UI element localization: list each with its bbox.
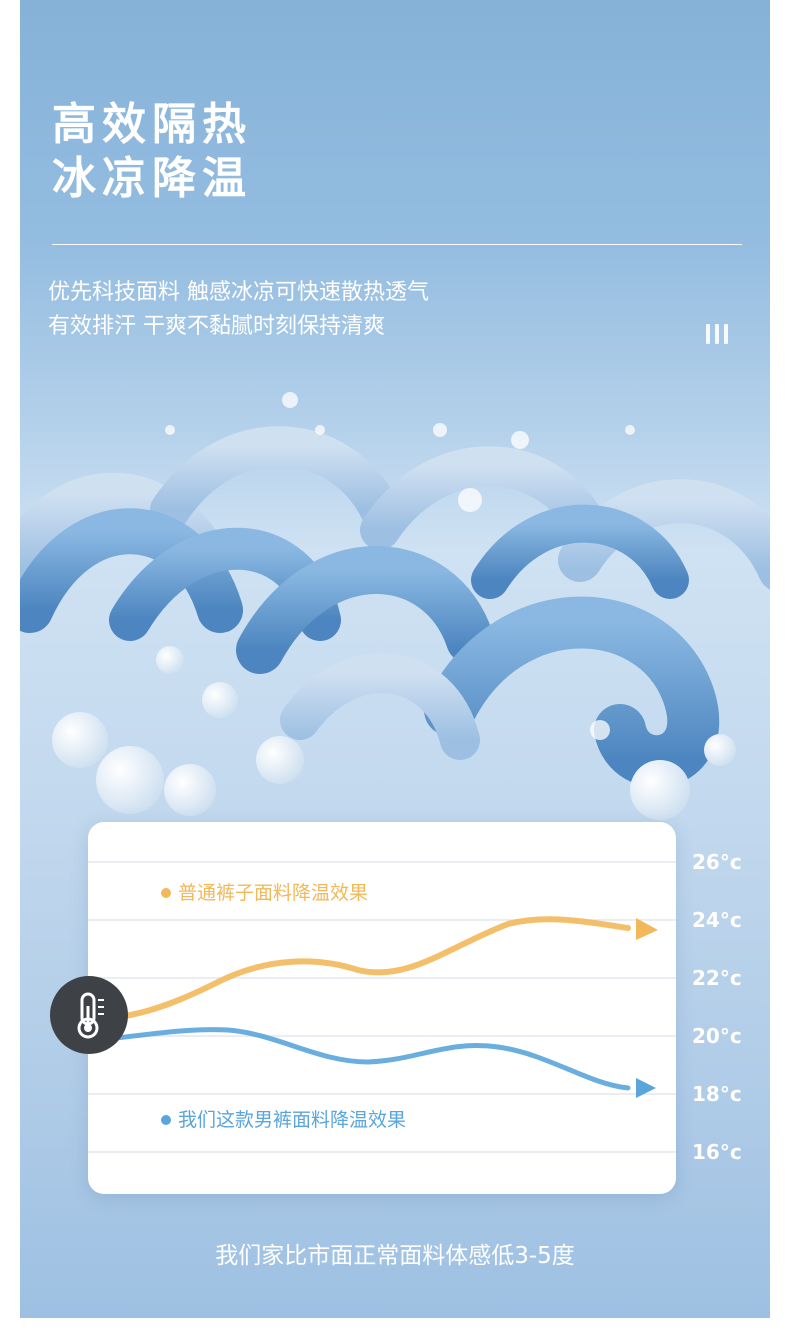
headline-line-1: 高效隔热	[52, 99, 252, 150]
series-line-our-fabric	[88, 1027, 631, 1091]
legend-label-our-fabric: 我们这款男裤面料降温效果	[178, 1109, 406, 1131]
y-tick-label: 24°c	[692, 908, 742, 932]
series-arrow-regular-fabric	[636, 918, 658, 940]
decorative-bars	[706, 324, 728, 344]
headline-line-2: 冰凉降温	[52, 153, 252, 204]
subtitle-line-2: 有效排汗 干爽不黏腻时刻保持清爽	[48, 314, 385, 339]
y-tick-label: 16°c	[692, 1140, 742, 1164]
chart-grid	[88, 861, 676, 1153]
subtitle: 优先科技面料 触感冰凉可快速散热透气 有效排汗 干爽不黏腻时刻保持清爽	[48, 276, 429, 344]
legend-dot-regular-fabric	[161, 888, 171, 898]
divider	[52, 244, 742, 245]
y-tick-label: 18°c	[692, 1082, 742, 1106]
series-line-regular-fabric	[88, 916, 631, 1024]
footer-claim: 我们家比市面正常面料体感低3-5度	[215, 1243, 575, 1269]
series-arrow-our-fabric	[636, 1078, 656, 1098]
legend-label-regular-fabric: 普通裤子面料降温效果	[178, 882, 368, 904]
temperature-card: 26°c 24°c 22°c 20°c 18°c 16°c 普通裤子面料降温效果 我们这款…	[88, 822, 742, 1194]
y-tick-label: 20°c	[692, 1024, 742, 1048]
y-axis-ticks: 26°c 24°c 22°c 20°c 18°c 16°c	[692, 850, 742, 1164]
subtitle-line-1: 优先科技面料 触感冰凉可快速散热透气	[48, 280, 429, 305]
thermometer-badge	[50, 976, 128, 1054]
thermometer-icon	[77, 992, 104, 1039]
product-panel: 高效隔热 冰凉降温 优先科技面料 触感冰凉可快速散热透气 有效排汗 干爽不黏腻时…	[20, 0, 770, 1318]
legend-dot-our-fabric	[161, 1115, 171, 1125]
headline: 高效隔热 冰凉降温	[52, 98, 252, 206]
fabric-coil-illustration	[20, 392, 770, 820]
y-tick-label: 22°c	[692, 966, 742, 990]
y-tick-label: 26°c	[692, 850, 742, 874]
temperature-chart: 26°c 24°c 22°c 20°c 18°c 16°c 普通裤子面料降温效果 我们这款…	[88, 850, 742, 1164]
